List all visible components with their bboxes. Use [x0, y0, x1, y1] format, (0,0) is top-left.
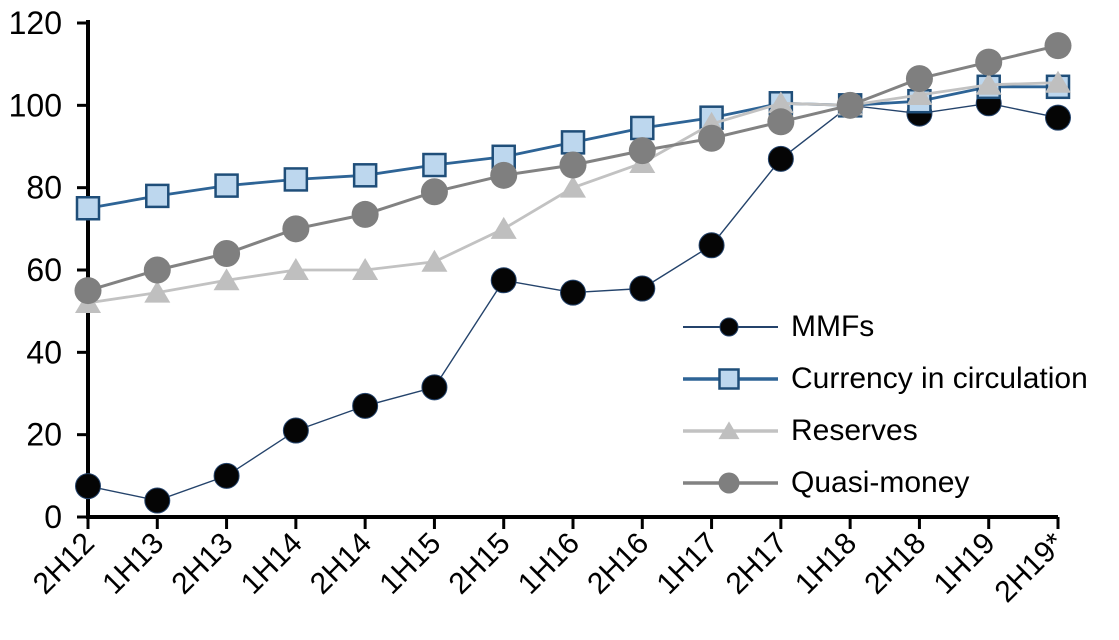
- data-point-marker: [560, 279, 586, 306]
- data-point-marker: [144, 280, 171, 303]
- legend-label-currency-in-circulation: Currency in circulation: [791, 362, 1088, 395]
- data-point-marker: [1045, 104, 1071, 131]
- x-tick-label: 1H16: [512, 527, 586, 601]
- y-tick-label: 0: [44, 499, 62, 535]
- legend-marker-shape: [718, 421, 740, 440]
- data-point-marker: [421, 249, 448, 272]
- legend-label-quasi-money: Quasi-money: [791, 466, 970, 499]
- x-tick-label: 1H18: [789, 527, 863, 601]
- data-point-marker: [213, 268, 240, 291]
- series-quasi-money: [74, 32, 1072, 305]
- data-point-marker: [767, 108, 795, 136]
- data-point-marker: [351, 200, 379, 228]
- legend-item-reserves: Reserves: [683, 405, 1088, 457]
- data-point-marker: [560, 130, 586, 155]
- data-point-marker: [767, 91, 794, 114]
- data-point-marker: [559, 151, 587, 179]
- data-point-marker: [214, 173, 239, 198]
- legend-marker-currency-icon: [683, 368, 778, 390]
- legend-marker-shape: [718, 368, 740, 390]
- data-point-marker: [698, 124, 726, 152]
- data-point-marker: [905, 65, 933, 93]
- x-tick-label: 2H16: [581, 527, 655, 601]
- data-point-marker: [144, 487, 171, 514]
- x-tick-label: 1H19: [928, 527, 1002, 601]
- data-point-marker: [421, 374, 448, 401]
- data-point-marker: [282, 417, 309, 444]
- data-point-marker: [213, 462, 240, 489]
- data-point-marker: [1045, 70, 1071, 93]
- legend-label-reserves: Reserves: [791, 414, 918, 447]
- legend-item-currency-in-circulation: Currency in circulation: [683, 353, 1088, 405]
- x-tick-label: 2H18: [858, 527, 932, 601]
- x-tick-label: 2H14: [304, 527, 378, 601]
- data-point-marker: [628, 137, 656, 165]
- data-point-marker: [282, 215, 310, 243]
- x-tick-label: 1H17: [650, 527, 724, 601]
- legend-marker-reserves-icon: [683, 421, 778, 440]
- data-point-marker: [143, 256, 171, 284]
- x-tick-label: 2H15: [443, 527, 517, 601]
- legend-marker-quasi-money-icon: [683, 472, 778, 494]
- data-point-marker: [629, 275, 656, 302]
- data-point-marker: [145, 183, 170, 209]
- legend-marker-shape: [719, 317, 739, 337]
- x-tick-label: 2H19*: [989, 526, 1072, 609]
- data-point-marker: [906, 83, 933, 106]
- data-point-marker: [75, 473, 101, 500]
- legend-item-mmfs: MMFs: [683, 301, 1088, 353]
- data-point-marker: [698, 232, 725, 259]
- data-point-marker: [75, 196, 101, 221]
- data-point-marker: [352, 258, 379, 281]
- data-point-marker: [490, 161, 518, 189]
- y-tick-label: 20: [26, 417, 62, 453]
- data-point-marker: [422, 152, 447, 178]
- x-tick-label: 1H14: [235, 527, 309, 601]
- data-point-marker: [836, 91, 864, 119]
- legend-label-mmfs: MMFs: [791, 310, 875, 343]
- x-tick-label: 1H13: [96, 527, 170, 601]
- y-tick-label: 100: [9, 87, 62, 123]
- data-point-marker: [282, 258, 309, 281]
- data-point-marker: [630, 115, 655, 141]
- data-point-marker: [975, 48, 1003, 76]
- legend-marker-shape: [718, 472, 740, 494]
- data-point-marker: [420, 178, 448, 206]
- data-point-marker: [74, 277, 102, 305]
- data-point-marker: [560, 175, 586, 198]
- x-tick-label: 2H12: [27, 527, 101, 601]
- x-tick-label: 2H13: [165, 527, 239, 601]
- data-point-marker: [1044, 32, 1072, 60]
- x-tick-label: 2H17: [720, 527, 794, 601]
- legend-marker-mmfs-icon: [683, 317, 778, 337]
- legend: MMFs Currency in circulation Reserves Qu…: [683, 301, 1088, 509]
- data-point-marker: [352, 392, 379, 419]
- data-point-marker: [352, 163, 378, 188]
- x-tick-label: 1H15: [373, 527, 447, 601]
- data-point-marker: [283, 167, 309, 192]
- data-point-marker: [767, 145, 794, 172]
- data-point-marker: [490, 216, 517, 239]
- data-point-marker: [490, 267, 517, 294]
- y-tick-label: 80: [26, 170, 62, 206]
- y-tick-label: 120: [9, 5, 62, 41]
- data-point-marker: [213, 240, 241, 268]
- y-tick-label: 40: [26, 334, 62, 370]
- data-point-marker: [975, 72, 1002, 95]
- legend-item-quasi-money: Quasi-money: [683, 457, 1088, 509]
- y-tick-label: 60: [26, 252, 62, 288]
